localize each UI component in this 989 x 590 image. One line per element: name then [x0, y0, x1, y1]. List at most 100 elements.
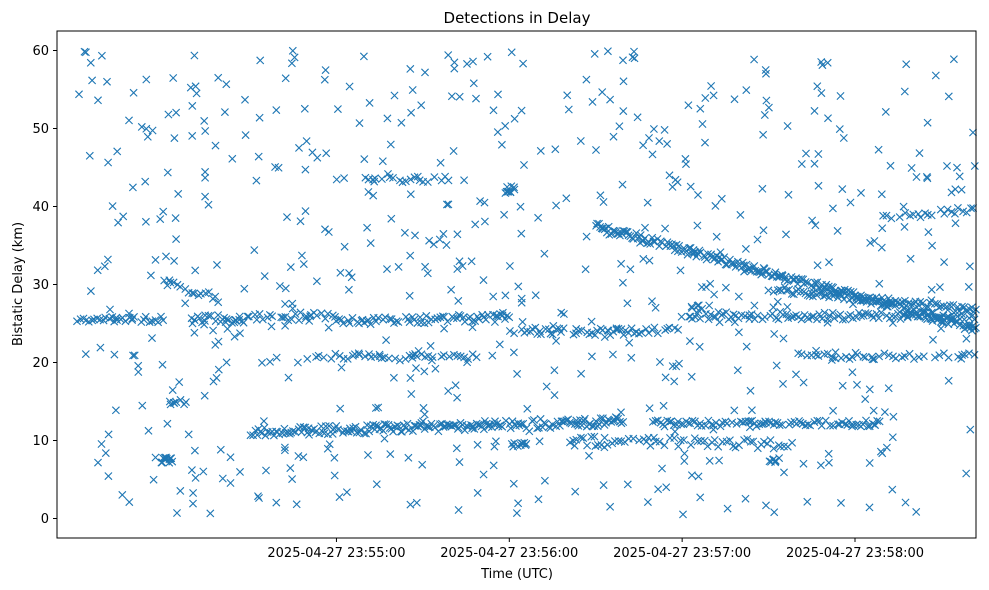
detection-point: [214, 311, 223, 320]
detection-point: [707, 420, 716, 429]
detection-point: [655, 242, 664, 251]
detection-point: [551, 145, 560, 154]
detection-point: [734, 292, 743, 301]
detection-point: [585, 451, 593, 460]
detection-point: [479, 276, 488, 285]
y-tick-label: 50: [32, 122, 49, 137]
detection-point: [255, 113, 264, 122]
detection-point: [412, 498, 421, 507]
detection-point: [165, 276, 174, 285]
detection-point: [254, 152, 263, 161]
detection-point: [773, 297, 782, 306]
detection-point: [516, 202, 525, 211]
detection-point: [797, 315, 806, 324]
detection-point: [637, 328, 646, 337]
x-tick-label: 2025-04-27 23:55:00: [267, 546, 405, 561]
detection-point: [643, 198, 652, 207]
detection-point: [749, 437, 758, 446]
detection-point: [201, 192, 210, 201]
detection-point: [280, 446, 289, 455]
detection-point: [200, 391, 209, 400]
detection-point: [683, 250, 692, 259]
detection-point: [833, 420, 842, 429]
detection-point: [228, 154, 237, 163]
detection-point: [507, 48, 516, 57]
detection-point: [211, 141, 220, 150]
detection-point: [483, 52, 492, 61]
detection-point: [682, 160, 690, 169]
detection-point: [450, 64, 459, 73]
detection-point: [615, 122, 624, 131]
detection-point: [548, 330, 557, 339]
detection-point: [783, 122, 792, 130]
detection-point: [734, 328, 743, 337]
detection-point: [453, 351, 462, 360]
detection-point: [741, 494, 750, 503]
detection-point: [321, 66, 330, 75]
detection-point: [797, 274, 806, 283]
detection-point: [517, 439, 526, 448]
detection-point: [407, 108, 416, 117]
detection-point: [336, 268, 345, 277]
detection-point: [882, 443, 891, 452]
detection-point: [899, 202, 908, 211]
detection-point: [693, 437, 702, 446]
detection-point: [935, 283, 944, 292]
detection-point: [745, 311, 754, 320]
detection-point: [319, 353, 328, 362]
detection-point: [922, 172, 931, 181]
detection-point: [184, 430, 193, 439]
detection-point: [764, 286, 773, 295]
detection-point: [166, 278, 175, 287]
detection-point: [292, 500, 301, 509]
detection-point: [340, 426, 349, 435]
detection-point: [405, 291, 414, 300]
detection-point: [453, 393, 462, 402]
detection-point: [345, 82, 354, 91]
detection-point: [813, 82, 822, 91]
detection-point: [848, 368, 857, 377]
detection-point: [513, 369, 522, 378]
detection-point: [852, 313, 861, 322]
detection-point: [355, 119, 364, 128]
detection-point: [900, 87, 909, 96]
detection-point: [440, 313, 449, 321]
detection-point: [705, 456, 714, 465]
detection-point: [188, 131, 197, 140]
detection-point: [646, 441, 655, 450]
detection-point: [931, 353, 939, 362]
detection-point: [188, 319, 197, 328]
detection-point: [694, 190, 702, 199]
detection-point: [458, 262, 467, 270]
detection-point: [335, 493, 344, 502]
detection-point: [279, 313, 287, 322]
detection-point: [444, 387, 453, 395]
detection-point: [815, 289, 824, 298]
detection-point: [422, 311, 431, 320]
detection-point: [965, 314, 974, 323]
detection-point: [732, 419, 741, 428]
detection-point: [322, 149, 331, 158]
detection-point: [274, 163, 283, 172]
detection-point: [287, 315, 296, 324]
detection-point: [760, 111, 769, 119]
detection-point: [627, 324, 636, 333]
x-tick-label: 2025-04-27 23:56:00: [440, 546, 578, 561]
detection-point: [420, 410, 429, 419]
detection-point: [661, 224, 670, 233]
detection-point: [668, 362, 677, 371]
detection-point: [479, 425, 488, 434]
y-tick-label: 10: [32, 434, 49, 449]
detection-point: [655, 137, 664, 146]
detection-point: [799, 459, 808, 468]
detection-point: [629, 434, 638, 443]
detection-point: [636, 231, 645, 240]
detection-point: [705, 301, 714, 310]
detection-point: [927, 296, 936, 305]
detection-point: [262, 466, 270, 475]
detection-point: [823, 58, 832, 67]
detection-point: [599, 481, 608, 490]
detection-point: [684, 101, 693, 110]
detection-point: [914, 353, 923, 362]
detection-point: [201, 173, 210, 182]
